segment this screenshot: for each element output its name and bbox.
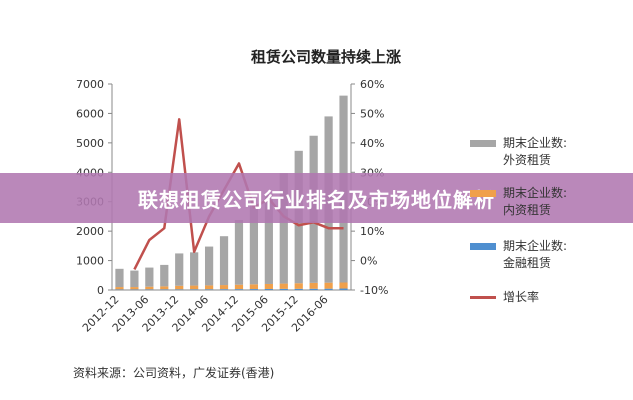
banner-title: 联想租赁公司行业排名及市场地位解析 (138, 187, 495, 212)
legend-swatch-financial (470, 243, 496, 250)
bar (219, 289, 229, 290)
bar (309, 282, 318, 289)
y-right-tick-label: 60% (360, 78, 384, 91)
legend-item-foreign: 期末企业数: 外资租赁 (470, 135, 567, 169)
bar (264, 288, 273, 290)
bar (219, 236, 229, 286)
legend-label: 增长率 (503, 290, 540, 304)
bar (294, 283, 303, 289)
bar (279, 173, 288, 284)
legend-label: 期末企业数: (503, 186, 568, 200)
bar (160, 286, 169, 290)
bar (234, 284, 244, 290)
bar (145, 286, 154, 290)
y-right-tick-label: 10% (360, 225, 384, 238)
y-right-tick-label: 40% (360, 137, 384, 150)
bar (204, 289, 214, 290)
legend-label: 期末企业数: (503, 239, 568, 253)
bar (264, 283, 273, 289)
bar (249, 284, 259, 290)
bar (264, 194, 273, 284)
y-right-tick-label: 0% (360, 255, 377, 268)
legend-item-domestic: 期末企业数: 内资租赁 (470, 185, 567, 219)
y-left-tick-label: 0 (97, 284, 104, 297)
bar (204, 246, 214, 286)
bar (160, 289, 169, 290)
chart-title: 租赁公司数量持续上涨 (251, 48, 401, 66)
bar (234, 289, 244, 290)
y-left-tick-label: 2000 (76, 225, 104, 238)
bar (324, 288, 333, 290)
y-left-tick-label: 5000 (76, 137, 104, 150)
bar (279, 283, 288, 289)
bar (130, 289, 139, 290)
bar (175, 253, 184, 286)
legend-swatch-foreign (470, 140, 496, 147)
bar (130, 287, 139, 290)
bar (115, 287, 124, 290)
bar (175, 285, 184, 290)
bar (204, 285, 214, 290)
bar (249, 289, 259, 290)
legend-label: 内资租赁 (503, 203, 552, 217)
bar (324, 282, 333, 289)
legend-item-growth: 增长率 (470, 289, 539, 306)
bar (115, 268, 124, 288)
y-left-tick-label: 1000 (76, 255, 104, 268)
bar (339, 288, 348, 290)
title-banner: 联想租赁公司行业排名及市场地位解析 (0, 173, 633, 223)
bar (115, 289, 124, 290)
bar (175, 289, 184, 290)
y-right-tick-label: 50% (360, 107, 384, 120)
bar (219, 285, 229, 290)
bar (309, 288, 318, 290)
legend-item-financial: 期末企业数: 金融租赁 (470, 238, 567, 272)
legend-label: 外资租赁 (503, 153, 552, 167)
bar (294, 288, 303, 290)
bar (234, 219, 244, 285)
bar (190, 289, 199, 290)
bar (145, 267, 154, 287)
bar (339, 282, 348, 289)
y-left-tick-label: 7000 (76, 78, 104, 91)
y-right-tick-label: -10% (360, 284, 388, 297)
bar (190, 285, 199, 290)
legend-swatch-growth (470, 296, 496, 299)
legend-label: 金融租赁 (503, 256, 552, 270)
bar (145, 289, 154, 290)
bar (130, 270, 139, 288)
bar (160, 264, 169, 287)
legend-swatch-domestic (470, 190, 496, 197)
bar (190, 252, 199, 286)
source-note: 资料来源：公司资料，广发证券(香港) (73, 366, 275, 380)
bar (279, 288, 288, 290)
y-left-tick-label: 6000 (76, 107, 104, 120)
legend-label: 期末企业数: (503, 136, 568, 150)
bar (249, 204, 259, 285)
